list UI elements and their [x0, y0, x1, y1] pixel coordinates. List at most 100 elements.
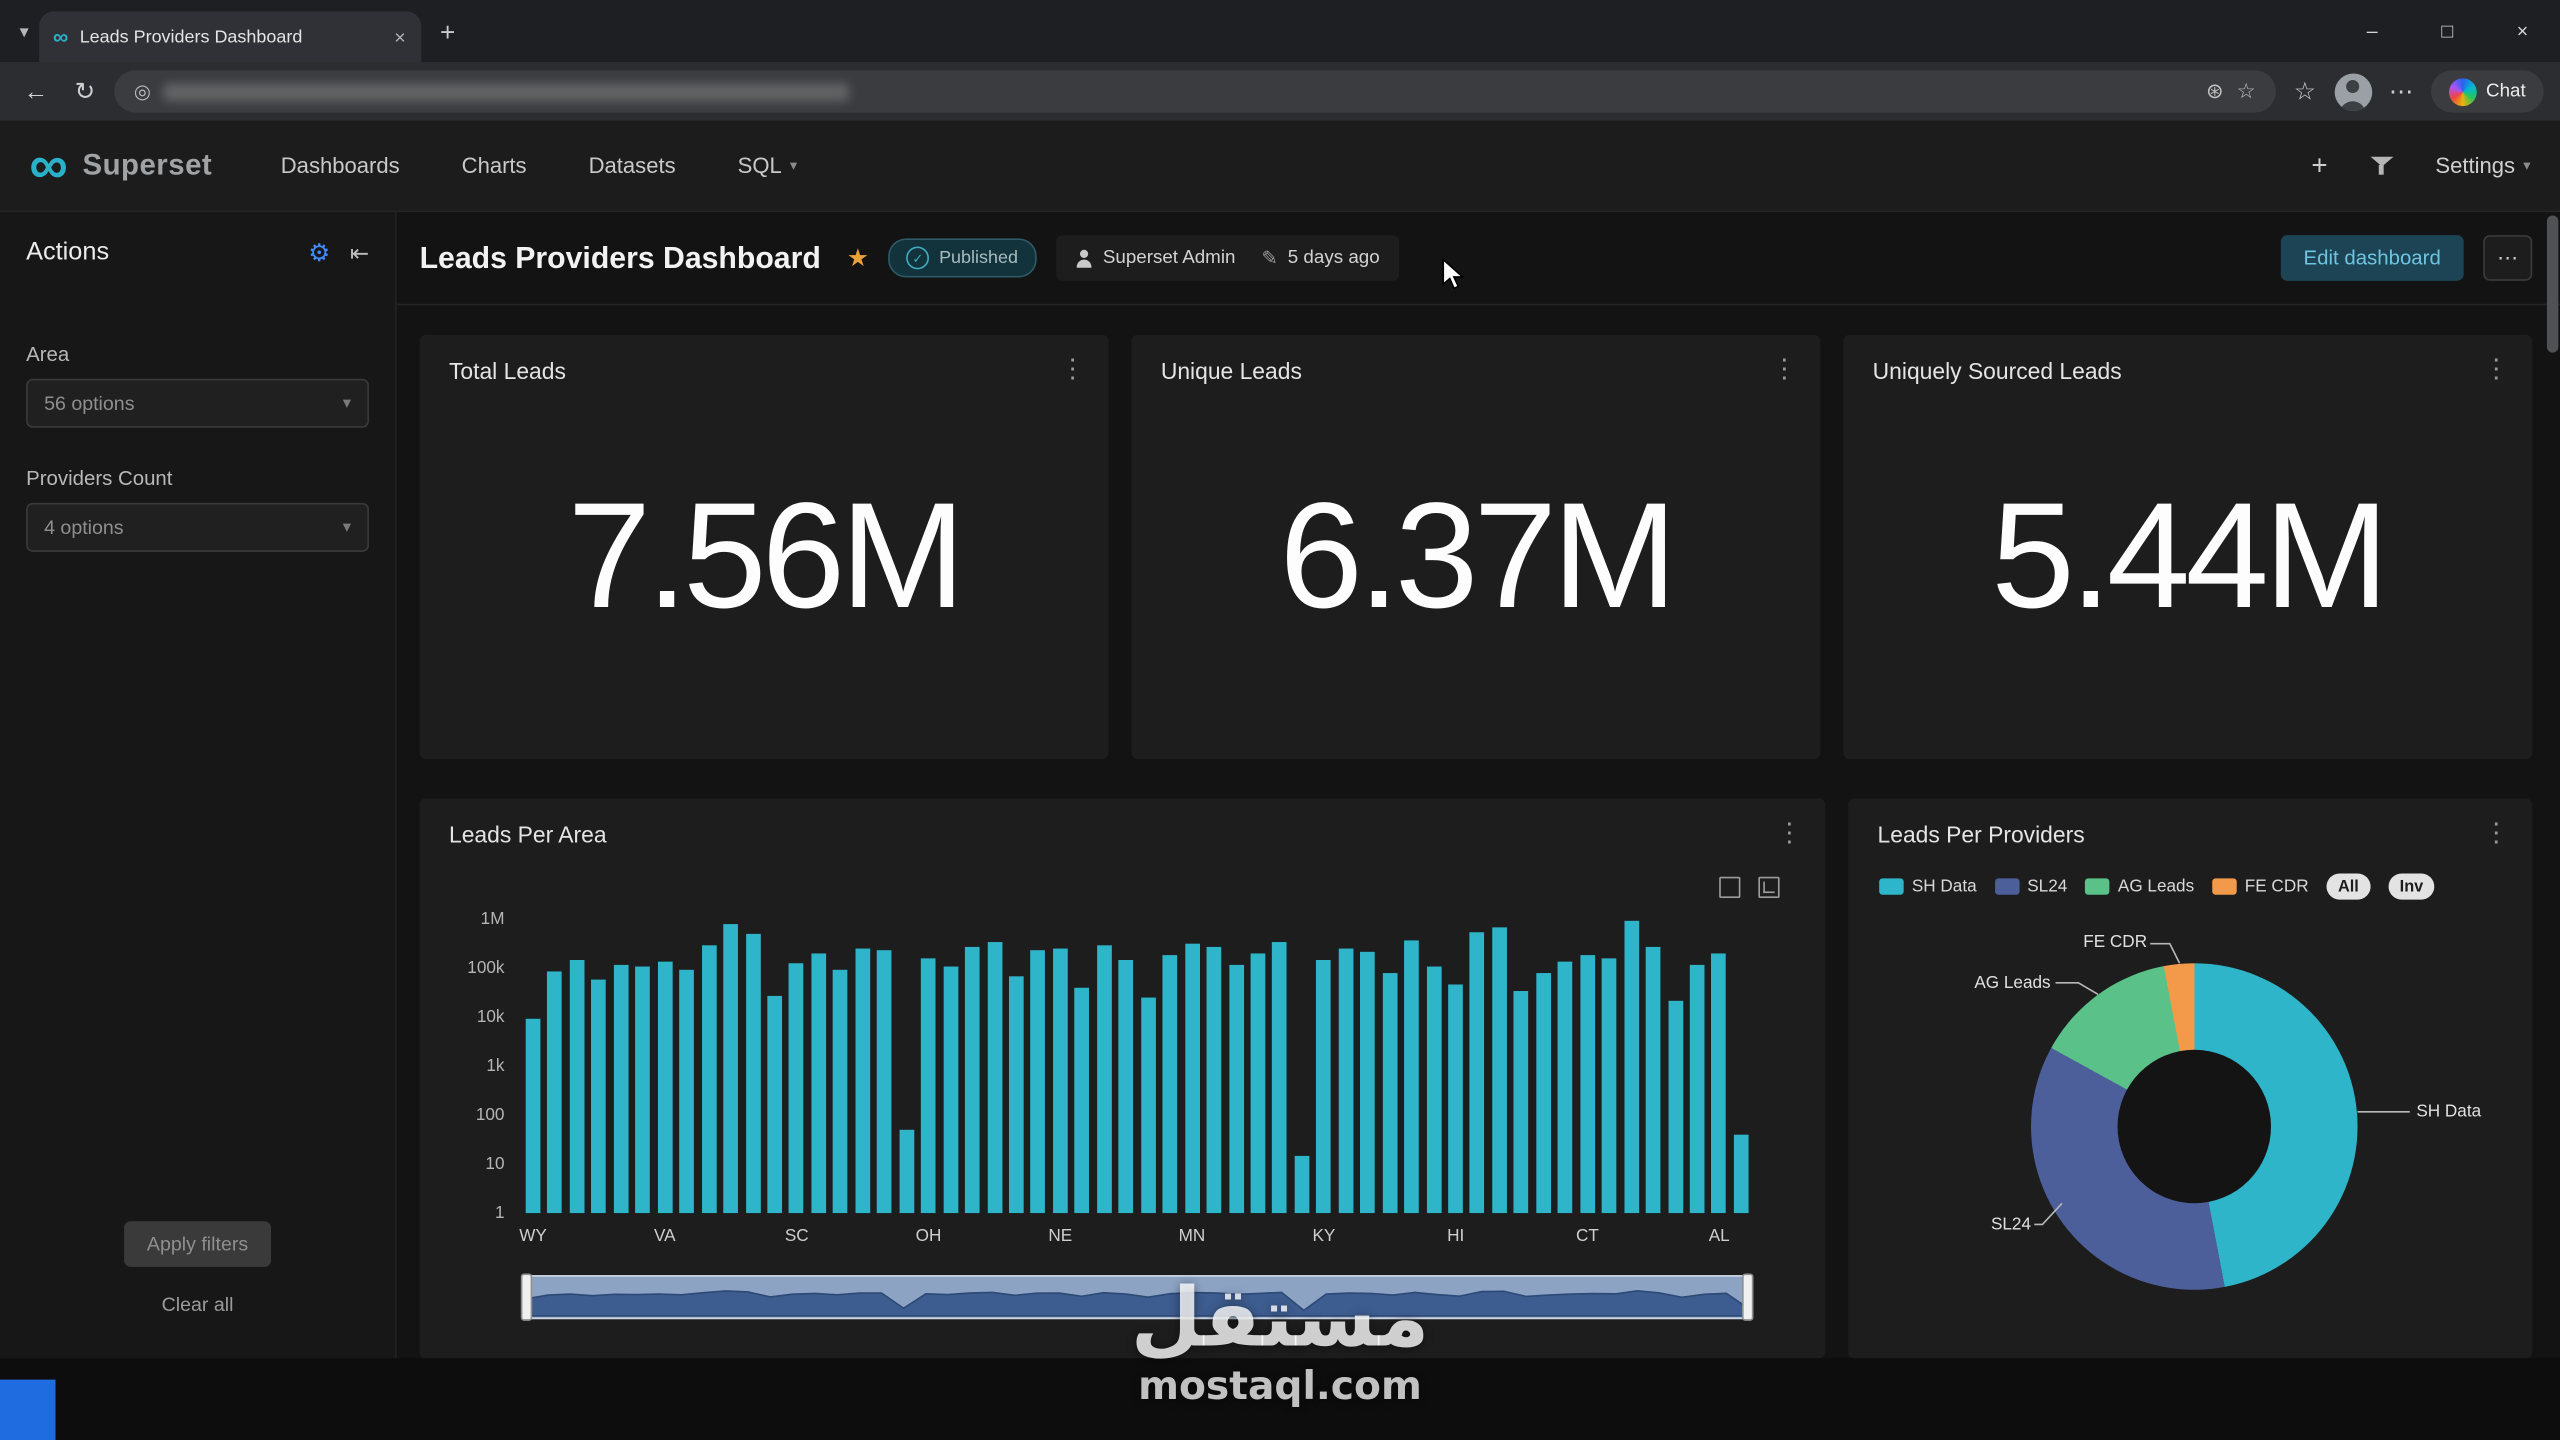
bar[interactable] [1228, 964, 1244, 1214]
bar[interactable] [811, 953, 826, 1214]
favorite-star-icon[interactable]: ★ [846, 244, 869, 273]
bar[interactable] [1426, 966, 1441, 1214]
legend-item-sl24[interactable]: SL24 [1994, 877, 2067, 896]
apply-filters-button[interactable]: Apply filters [124, 1221, 272, 1267]
bar[interactable] [745, 933, 761, 1214]
bar[interactable] [1470, 931, 1485, 1214]
site-info-icon[interactable]: ◎ [133, 79, 151, 103]
bar[interactable] [1184, 943, 1200, 1214]
kebab-menu-icon[interactable]: ⋮ [2483, 355, 2510, 384]
profile-avatar[interactable] [2334, 72, 2372, 111]
bar[interactable] [1052, 947, 1068, 1214]
bar[interactable] [767, 995, 783, 1214]
superset-logo-icon[interactable]: ∞ [29, 134, 68, 195]
bar[interactable] [1294, 1155, 1310, 1214]
tab-close-icon[interactable]: × [394, 25, 406, 49]
close-window-button[interactable]: × [2516, 19, 2529, 43]
brush-handle-right[interactable] [1742, 1273, 1754, 1321]
scrollbar-thumb[interactable] [2546, 215, 2559, 353]
bar[interactable] [833, 970, 848, 1214]
bar[interactable] [1250, 953, 1266, 1214]
bar[interactable] [1096, 944, 1112, 1214]
chat-button[interactable]: Chat [2430, 70, 2544, 113]
area-filter-select[interactable]: 56 options ▾ [26, 378, 369, 428]
legend-item-ag-leads[interactable]: AG Leads [2085, 877, 2194, 896]
bar[interactable] [723, 923, 739, 1214]
last-modified-item[interactable]: ✎ 5 days ago [1262, 247, 1380, 270]
bar[interactable] [1645, 946, 1661, 1214]
bar[interactable] [1536, 972, 1551, 1214]
new-tab-button[interactable]: + [440, 19, 456, 48]
bar[interactable] [591, 979, 607, 1214]
bar[interactable] [1162, 955, 1178, 1214]
nav-dashboards[interactable]: Dashboards [280, 153, 400, 178]
bar[interactable] [1404, 939, 1419, 1214]
more-options-button[interactable]: ⋯ [2483, 235, 2533, 281]
bar[interactable] [1623, 921, 1639, 1214]
bar[interactable] [964, 946, 980, 1214]
nav-sql[interactable]: SQL ▾ [738, 153, 798, 177]
bar[interactable] [613, 964, 629, 1214]
kebab-menu-icon[interactable]: ⋮ [2483, 819, 2510, 848]
omnibox-action-icon[interactable]: ⊛ [2205, 78, 2224, 103]
bar[interactable] [701, 944, 717, 1214]
browser-menu-icon[interactable]: ⋯ [2388, 78, 2414, 107]
bar[interactable] [1382, 972, 1398, 1214]
gear-icon[interactable]: ⚙ [308, 239, 331, 268]
bar[interactable] [1074, 987, 1090, 1214]
bar[interactable] [1272, 941, 1288, 1214]
nav-datasets[interactable]: Datasets [588, 153, 676, 178]
bar[interactable] [1338, 947, 1354, 1214]
legend-item-sh-data[interactable]: SH Data [1879, 877, 1977, 896]
bar[interactable] [877, 949, 892, 1214]
published-badge[interactable]: ✓ Published [888, 238, 1036, 278]
address-bar[interactable]: ◎ ⊛ ☆ [114, 70, 2276, 113]
bar[interactable] [569, 959, 585, 1214]
bar[interactable] [1118, 959, 1134, 1214]
bookmark-star-icon[interactable]: ☆ [2236, 78, 2256, 103]
minimap-brush[interactable] [520, 1273, 1754, 1321]
kebab-menu-icon[interactable]: ⋮ [1776, 819, 1803, 848]
edit-dashboard-button[interactable]: Edit dashboard [2280, 235, 2464, 281]
legend-all-button[interactable]: All [2326, 873, 2371, 900]
nav-charts[interactable]: Charts [461, 153, 527, 178]
bar[interactable] [899, 1129, 914, 1214]
bar[interactable] [1492, 926, 1507, 1214]
bar[interactable] [547, 971, 563, 1214]
refresh-button[interactable]: ↻ [74, 78, 96, 107]
favorites-icon[interactable]: ☆ [2293, 78, 2316, 107]
bar[interactable] [1733, 1134, 1749, 1214]
clear-all-button[interactable]: Clear all [161, 1293, 234, 1316]
bar[interactable] [1008, 975, 1024, 1214]
bar[interactable] [1316, 959, 1332, 1214]
bar[interactable] [986, 941, 1002, 1214]
zoom-reset-icon[interactable] [1758, 876, 1780, 898]
bar[interactable] [1558, 960, 1573, 1214]
maximize-button[interactable]: □ [2441, 19, 2454, 43]
browser-tab[interactable]: ∞ Leads Providers Dashboard × [38, 11, 421, 63]
kebab-menu-icon[interactable]: ⋮ [1771, 355, 1798, 384]
bar[interactable] [855, 947, 870, 1214]
bar[interactable] [679, 970, 695, 1214]
bar[interactable] [1667, 1000, 1683, 1214]
legend-inv-button[interactable]: Inv [2388, 873, 2435, 900]
bar[interactable] [1689, 964, 1705, 1214]
bar[interactable] [635, 966, 651, 1214]
bar[interactable] [921, 958, 936, 1214]
bar[interactable] [1206, 946, 1222, 1214]
bar[interactable] [1601, 958, 1617, 1214]
bar[interactable] [1579, 954, 1595, 1214]
legend-item-fe-cdr[interactable]: FE CDR [2212, 877, 2309, 896]
bar[interactable] [943, 966, 958, 1214]
bar[interactable] [1448, 985, 1463, 1214]
bar[interactable] [1140, 996, 1156, 1214]
tab-search-icon[interactable]: ▾ [19, 22, 29, 43]
owner-item[interactable]: Superset Admin [1075, 248, 1236, 268]
bar[interactable] [789, 962, 804, 1214]
bar[interactable] [1711, 953, 1727, 1214]
brush-handle-left[interactable] [520, 1273, 533, 1321]
bar[interactable] [657, 960, 673, 1214]
collapse-sidebar-icon[interactable]: ⇤ [349, 239, 369, 266]
new-item-button[interactable]: + [2311, 149, 2328, 181]
back-button[interactable]: ← [23, 77, 49, 106]
